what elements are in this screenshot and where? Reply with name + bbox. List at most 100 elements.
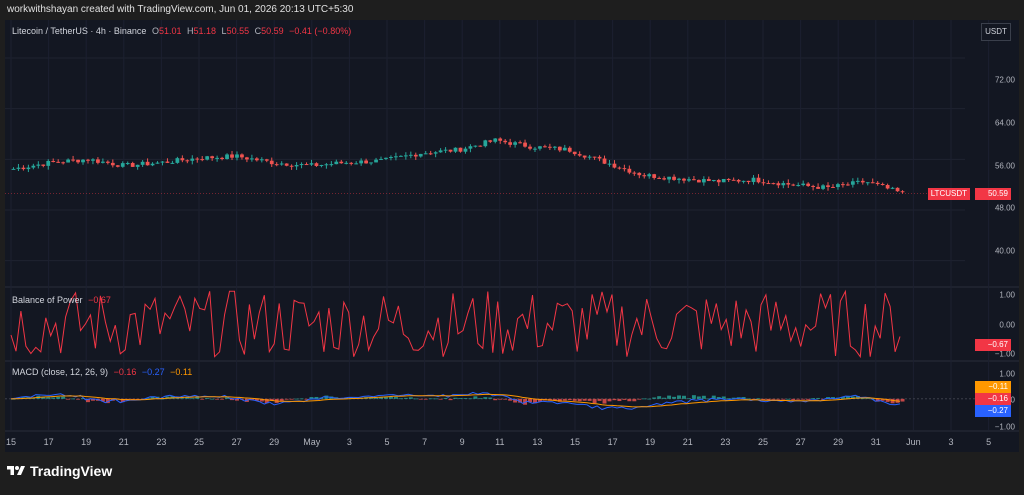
macd-histogram-bar xyxy=(587,398,592,401)
macd-histogram-bar xyxy=(413,398,418,400)
bop-line xyxy=(10,289,901,359)
candle-body xyxy=(195,158,200,160)
candle-body xyxy=(11,168,16,170)
candle-body xyxy=(562,147,567,151)
candle-body xyxy=(433,152,438,154)
candle-body xyxy=(682,178,686,181)
macd-histogram-bar xyxy=(200,398,205,400)
macd-histogram-bar xyxy=(845,395,850,399)
macd-histogram-bar xyxy=(706,398,711,400)
macd-histogram-bar xyxy=(145,397,150,399)
candle-body xyxy=(548,146,552,148)
time-axis-label: 27 xyxy=(795,437,806,447)
candle-body xyxy=(652,174,657,178)
macd-histogram-bar xyxy=(195,397,200,399)
macd-histogram-bar xyxy=(428,398,433,400)
time-axis-label: 5 xyxy=(986,437,992,447)
macd-histogram-bar xyxy=(518,398,523,403)
candle-body xyxy=(657,177,662,179)
macd-histogram-bar xyxy=(423,398,428,400)
candle-body xyxy=(36,164,41,166)
candle-body xyxy=(895,187,900,192)
candle-body xyxy=(225,154,229,159)
candle-body xyxy=(811,185,815,187)
macd-histogram-bar xyxy=(627,398,632,402)
tradingview-brand-text: TradingView xyxy=(30,463,113,479)
candle-body xyxy=(572,151,577,155)
candle-body xyxy=(205,156,210,160)
macd-histogram-bar xyxy=(677,395,681,399)
macd-histogram-bar xyxy=(766,398,771,401)
candle-body xyxy=(816,186,820,189)
macd-histogram-bar xyxy=(379,397,383,399)
candle-body xyxy=(890,187,895,189)
candle-body xyxy=(508,142,513,145)
candle-body xyxy=(731,179,736,181)
macd-histogram-bar xyxy=(617,398,622,402)
ohlc-high: 51.18 xyxy=(193,26,217,36)
candle-body xyxy=(394,156,398,158)
macd-histogram-bar xyxy=(662,397,667,399)
candle-body xyxy=(334,161,339,165)
candle-body xyxy=(766,183,771,185)
candle-body xyxy=(408,154,413,156)
candle-body xyxy=(96,159,100,163)
candle-body xyxy=(245,157,249,160)
candle-body xyxy=(488,140,493,142)
macd-histogram-bar xyxy=(567,398,572,401)
candle-body xyxy=(21,167,26,170)
macd-histogram-bar xyxy=(374,397,379,399)
macd-histogram-bar xyxy=(304,398,309,400)
candle-body xyxy=(528,146,532,149)
price-tick: 40.00 xyxy=(994,246,1015,256)
macd-histogram-bar xyxy=(185,397,190,399)
candle-body xyxy=(786,183,791,185)
candle-body xyxy=(81,159,85,163)
candle-body xyxy=(756,177,761,183)
macd-histogram-bar xyxy=(230,398,234,401)
time-axis-label: 23 xyxy=(720,437,731,447)
macd-histogram-bar xyxy=(796,398,801,400)
macd-tick: −1.00 xyxy=(994,422,1015,432)
macd-histogram-bar xyxy=(433,398,438,400)
candle-body xyxy=(51,160,56,162)
macd-histogram-bar xyxy=(488,397,493,399)
time-axis-label: May xyxy=(303,437,321,447)
macd-histogram-bar xyxy=(771,398,776,400)
macd-histogram-bar xyxy=(448,398,453,401)
ohlc-open-label: O xyxy=(151,26,159,36)
price-tick: 56.00 xyxy=(994,161,1015,171)
chart-canvas[interactable] xyxy=(5,20,1019,452)
candle-body xyxy=(140,161,145,165)
candle-body xyxy=(384,157,388,159)
macd-histogram-bar xyxy=(259,398,264,402)
candle-body xyxy=(806,183,811,186)
chart-area[interactable]: Litecoin / TetherUS · 4h · Binance O51.0… xyxy=(5,20,1019,452)
macd-histogram-bar xyxy=(408,397,413,399)
candle-body xyxy=(855,180,860,182)
candle-body xyxy=(304,164,309,166)
macd-histogram-bar xyxy=(791,398,796,401)
macd-histogram-bar xyxy=(279,398,284,402)
candle-body xyxy=(771,183,776,185)
currency-button[interactable]: USDT xyxy=(981,23,1011,41)
candle-body xyxy=(885,184,890,189)
macd-histogram-bar xyxy=(855,396,860,399)
macd-line xyxy=(10,391,901,411)
candle-body xyxy=(692,179,696,181)
macd-histogram-bar xyxy=(622,398,627,400)
candle-body xyxy=(120,163,125,167)
macd-histogram-bar xyxy=(81,398,85,400)
macd-histogram-bar xyxy=(309,397,314,399)
candle-body xyxy=(269,160,274,165)
time-axis-label: 3 xyxy=(948,437,954,447)
candle-body xyxy=(841,184,845,186)
macd-histogram-bar xyxy=(652,397,657,399)
macd-histogram-bar xyxy=(398,398,403,400)
time-axis-label: 7 xyxy=(422,437,428,447)
tradingview-branding[interactable]: TradingView xyxy=(7,463,112,479)
ohlc-close: 50.59 xyxy=(261,26,284,36)
candle-body xyxy=(478,145,483,147)
macd-histogram-bar xyxy=(716,397,721,399)
tradingview-logo-icon xyxy=(7,466,25,475)
